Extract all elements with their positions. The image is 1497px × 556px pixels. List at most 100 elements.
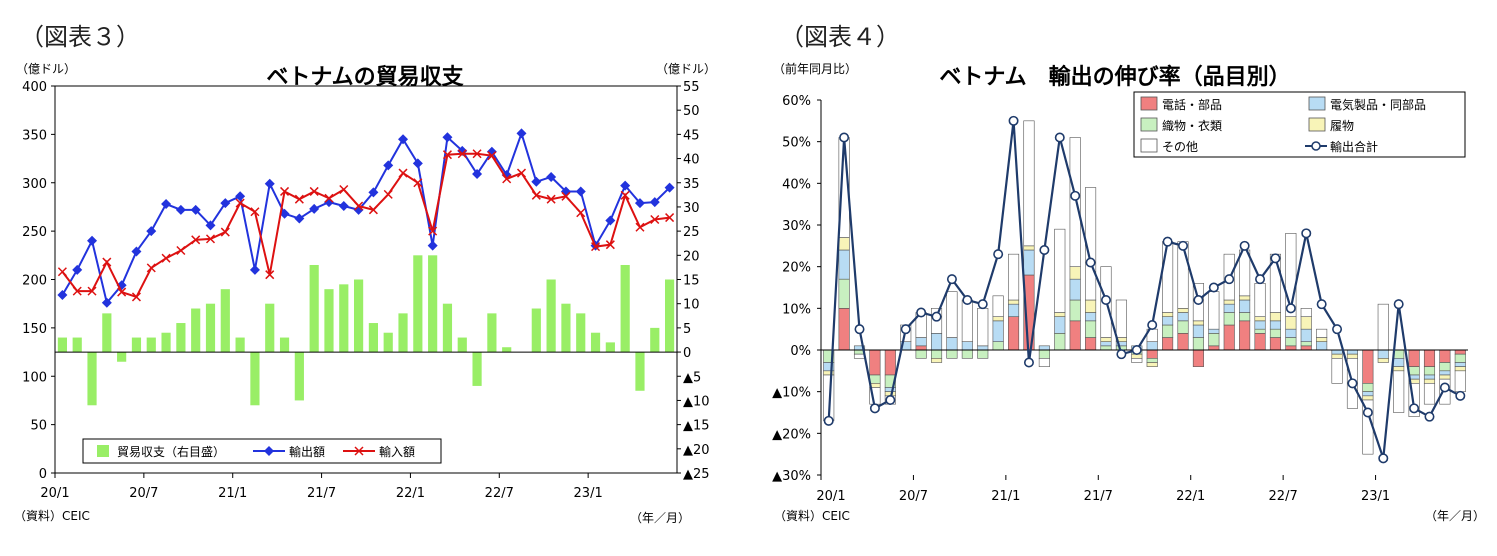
x-axis-tick-label-left: 22/1: [396, 486, 425, 501]
legend-label-right: 織物・衣類: [1162, 118, 1222, 133]
import-value-marker: [235, 198, 245, 208]
stacked-bar-segment: [1023, 120, 1035, 247]
export-value-marker: [664, 182, 675, 193]
left-axis-tick-label: 250: [22, 225, 47, 240]
export-value-marker: [161, 199, 172, 210]
stacked-bar-segment: [1054, 316, 1066, 334]
export-value-marker: [220, 198, 231, 209]
left-axis-tick-label: 0: [39, 467, 47, 482]
stacked-bar-segment: [1115, 299, 1127, 338]
stacked-bar-segment: [930, 358, 943, 363]
stacked-bar-segment: [1316, 337, 1328, 342]
stacked-bar-segment: [1285, 345, 1297, 351]
right-axis-tick-label: ▲5: [683, 370, 701, 385]
export-value-marker: [368, 187, 379, 198]
x-axis-tick-label-right: 21/1: [991, 489, 1020, 504]
stacked-bar-segment: [992, 316, 1004, 322]
stacked-bar-segment: [1177, 308, 1189, 313]
import-value-marker: [102, 257, 112, 267]
export-total-marker: [1378, 453, 1389, 464]
stacked-bar-segment: [1146, 349, 1158, 359]
stacked-bar-segment: [1008, 316, 1020, 351]
stacked-bar-segment: [1300, 328, 1312, 342]
trade-balance-bar: [457, 337, 467, 353]
stacked-bar-segment: [1177, 320, 1189, 334]
left-axis-unit: （億ドル）: [16, 62, 76, 76]
export-total-marker: [962, 294, 973, 305]
stacked-bar-segment: [1223, 299, 1235, 305]
stacked-bar-segment: [977, 308, 989, 347]
stacked-bar-segment: [1454, 362, 1466, 367]
y-axis-tick-label-right-chart: 30%: [782, 219, 811, 234]
trade-balance-bar: [250, 352, 260, 406]
export-growth-chart: 60% 50% 40% 30% 20% 10% 0% ▲10% ▲20% ▲30% 20/1 20/7…: [772, 91, 1468, 504]
stacked-bar-segment: [1269, 312, 1281, 322]
stacked-bar-segment: [1054, 312, 1066, 317]
stacked-bar-segment: [1100, 345, 1112, 351]
stacked-bar-segment: [1208, 333, 1220, 347]
export-value-marker: [205, 220, 216, 231]
export-value-marker: [383, 160, 394, 171]
export-total-marker: [854, 324, 865, 335]
stacked-bar-segment: [1192, 349, 1204, 367]
export-value-marker: [546, 171, 557, 182]
stacked-bar-segment: [1300, 308, 1312, 317]
stacked-bar-segment: [1038, 349, 1050, 359]
legend-label-right: その他: [1162, 140, 1198, 154]
stacked-bar-segment: [1239, 299, 1251, 313]
legend-swatch-right: [1140, 96, 1158, 111]
legend-label-export-total: 輸出合計: [1330, 139, 1378, 154]
stacked-bar-segment: [946, 291, 958, 338]
y-axis-tick-label-right-chart: 10%: [782, 302, 811, 317]
import-value-marker: [457, 149, 467, 159]
stacked-bar-segment: [915, 349, 927, 359]
export-value-marker: [605, 215, 616, 226]
stacked-bar-segment: [1223, 324, 1235, 351]
legend-swatch-right: [1308, 96, 1326, 111]
trade-balance-bar: [294, 352, 304, 401]
stacked-bar-segment: [930, 349, 943, 359]
stacked-bar-segment: [1162, 312, 1174, 317]
export-total-marker: [1424, 411, 1435, 422]
stacked-bar-segment: [838, 278, 850, 309]
plot-area-frame-left: [54, 85, 678, 474]
stacked-bar-segment: [1146, 358, 1158, 363]
left-axis-tick-label: 100: [22, 370, 47, 385]
stacked-bar-segment: [1254, 283, 1266, 317]
import-value-marker: [472, 149, 482, 159]
import-value-marker: [502, 174, 512, 184]
stacked-bar-segment: [1023, 245, 1035, 251]
stacked-bar-segment: [1377, 358, 1389, 363]
stacked-bar-segment: [1285, 316, 1297, 330]
stacked-bar-segment: [1069, 266, 1081, 280]
export-total-marker: [1131, 344, 1142, 355]
export-total-marker: [1039, 245, 1050, 256]
right-axis-tick-label: 50: [683, 104, 700, 119]
stacked-bar-segment: [1008, 253, 1020, 301]
stacked-bar-segment: [1285, 233, 1297, 317]
stacked-bar-segment: [1254, 328, 1266, 334]
trade-balance-bar: [339, 284, 349, 353]
stacked-bar-segment: [961, 349, 973, 359]
export-value-marker: [412, 158, 423, 169]
export-total-marker: [1208, 282, 1219, 293]
export-total-marker: [1455, 390, 1466, 401]
right-axis-tick-label: 5: [683, 322, 691, 337]
trade-balance-bar: [354, 279, 364, 353]
stacked-bar-segment: [1393, 366, 1405, 372]
import-value-marker: [294, 194, 304, 204]
stacked-bar-segment: [1377, 303, 1389, 351]
import-value-marker: [561, 191, 571, 201]
import-value-marker: [161, 253, 171, 263]
stacked-bar-segment: [1085, 337, 1097, 351]
y-axis-tick-label-right-chart: 50%: [782, 136, 811, 151]
stacked-bar-segment: [1423, 378, 1436, 384]
stacked-bar-segment: [1300, 316, 1312, 330]
trade-balance-bar: [605, 342, 615, 353]
trade-balance-bar: [57, 337, 67, 353]
stacked-bar-segment: [1439, 370, 1451, 376]
stacked-bar-segment: [1192, 320, 1204, 326]
x-axis-tick-label-right: 21/7: [1084, 489, 1113, 504]
stacked-bar-segment: [1208, 345, 1220, 351]
